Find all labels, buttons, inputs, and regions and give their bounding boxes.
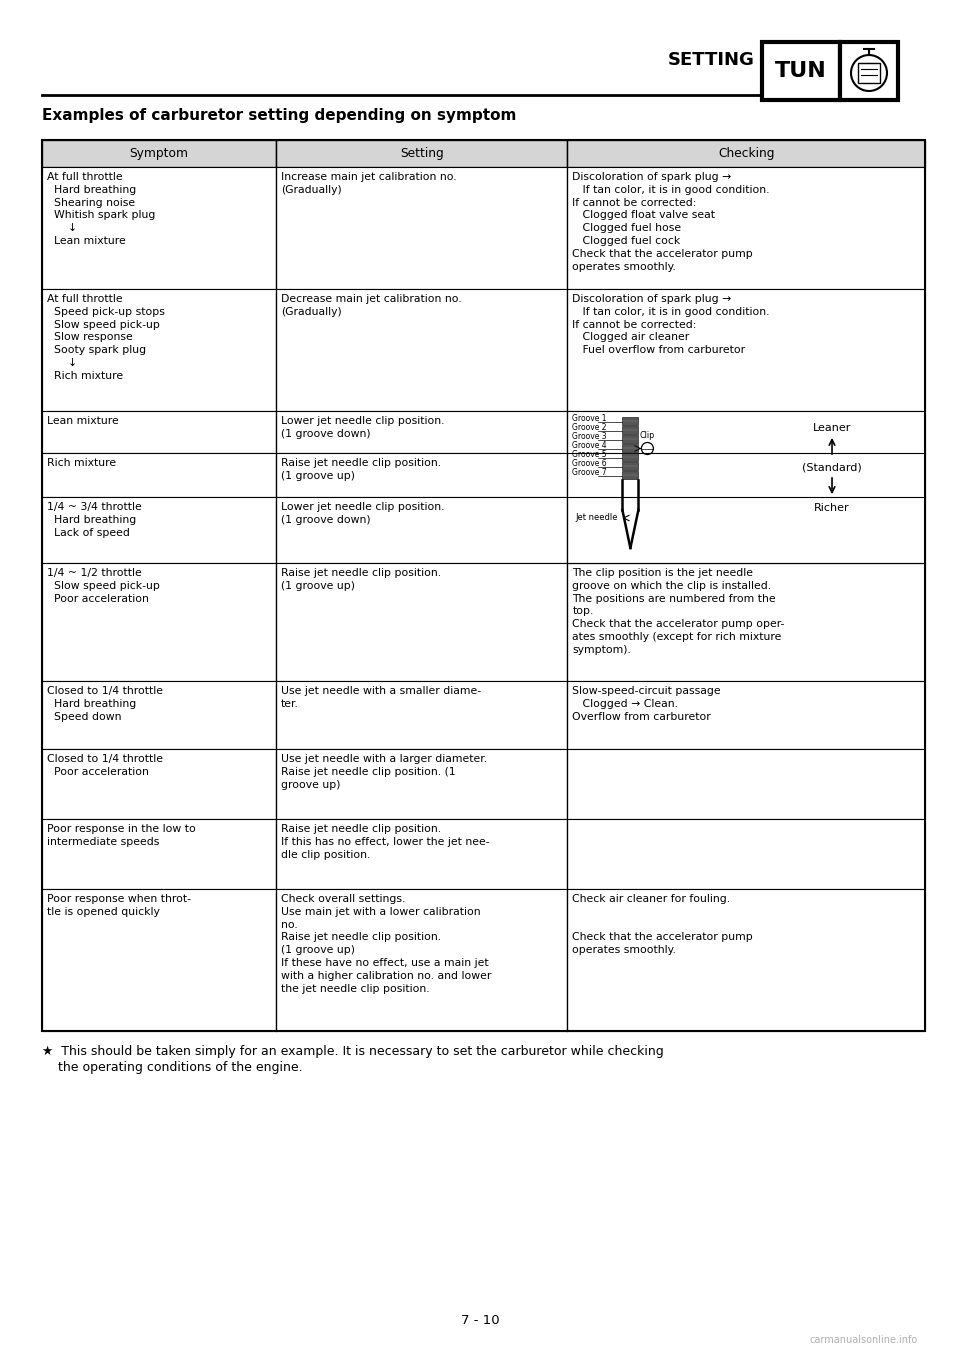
Bar xyxy=(42,167,276,289)
Text: Groove 1: Groove 1 xyxy=(572,414,607,422)
Bar xyxy=(276,167,567,289)
Bar xyxy=(276,889,567,1031)
Bar xyxy=(276,819,567,889)
Text: 7 - 10: 7 - 10 xyxy=(461,1313,499,1327)
Text: 1/4 ~ 1/2 throttle
  Slow speed pick-up
  Poor acceleration: 1/4 ~ 1/2 throttle Slow speed pick-up Po… xyxy=(47,568,160,603)
Text: Groove 5: Groove 5 xyxy=(572,449,607,459)
Bar xyxy=(567,750,925,819)
Bar xyxy=(276,454,567,497)
Text: At full throttle
  Speed pick-up stops
  Slow speed pick-up
  Slow response
  So: At full throttle Speed pick-up stops Slo… xyxy=(47,293,165,380)
Text: Lower jet needle clip position.
(1 groove down): Lower jet needle clip position. (1 groov… xyxy=(281,502,444,524)
Text: Groove 3: Groove 3 xyxy=(572,432,607,441)
Text: Raise jet needle clip position.
(1 groove up): Raise jet needle clip position. (1 groov… xyxy=(281,568,442,591)
Text: SETTING: SETTING xyxy=(668,52,755,69)
Text: ★  This should be taken simply for an example. It is necessary to set the carbur: ★ This should be taken simply for an exa… xyxy=(42,1046,663,1074)
Bar xyxy=(276,289,567,411)
Text: Lower jet needle clip position.
(1 groove down): Lower jet needle clip position. (1 groov… xyxy=(281,416,444,439)
Bar xyxy=(42,889,276,1031)
Bar xyxy=(276,140,567,167)
Bar xyxy=(567,167,925,289)
Text: Symptom: Symptom xyxy=(130,147,188,160)
Bar xyxy=(567,680,925,750)
Text: (Standard): (Standard) xyxy=(803,463,862,473)
Text: Groove 4: Groove 4 xyxy=(572,441,607,449)
Text: Jet needle: Jet needle xyxy=(575,513,618,523)
Text: Groove 2: Groove 2 xyxy=(572,422,607,432)
Bar xyxy=(42,819,276,889)
Text: Closed to 1/4 throttle
  Poor acceleration: Closed to 1/4 throttle Poor acceleration xyxy=(47,754,163,777)
Text: Check air cleaner for fouling.


Check that the accelerator pump
operates smooth: Check air cleaner for fouling. Check tha… xyxy=(572,894,754,955)
Bar xyxy=(567,819,925,889)
Bar xyxy=(762,42,840,100)
Bar xyxy=(42,140,925,1031)
Bar xyxy=(42,411,276,454)
Bar xyxy=(622,444,638,451)
Bar xyxy=(622,417,638,425)
Text: Richer: Richer xyxy=(814,502,850,513)
Bar xyxy=(622,454,638,460)
Bar xyxy=(276,750,567,819)
Text: Leaner: Leaner xyxy=(813,422,852,433)
Text: Slow-speed-circuit passage
   Clogged → Clean.
Overflow from carburetor: Slow-speed-circuit passage Clogged → Cle… xyxy=(572,686,721,721)
Text: Rich mixture: Rich mixture xyxy=(47,458,116,469)
Bar xyxy=(42,680,276,750)
Text: The clip position is the jet needle
groove on which the clip is installed.
The p: The clip position is the jet needle groo… xyxy=(572,568,784,655)
Text: Poor response when throt-
tle is opened quickly: Poor response when throt- tle is opened … xyxy=(47,894,191,917)
Bar xyxy=(42,564,276,680)
Text: Closed to 1/4 throttle
  Hard breathing
  Speed down: Closed to 1/4 throttle Hard breathing Sp… xyxy=(47,686,163,721)
Bar xyxy=(276,564,567,680)
Bar xyxy=(567,564,925,680)
Text: Discoloration of spark plug →
   If tan color, it is in good condition.
If canno: Discoloration of spark plug → If tan col… xyxy=(572,293,770,356)
Bar xyxy=(42,289,276,411)
Text: Increase main jet calibration no.
(Gradually): Increase main jet calibration no. (Gradu… xyxy=(281,172,457,194)
Text: Raise jet needle clip position.
(1 groove up): Raise jet needle clip position. (1 groov… xyxy=(281,458,442,481)
Bar xyxy=(567,411,925,564)
Text: Clip: Clip xyxy=(639,430,655,440)
Bar xyxy=(567,140,925,167)
Text: Lean mixture: Lean mixture xyxy=(47,416,119,426)
Bar xyxy=(622,462,638,470)
Text: Examples of carburetor setting depending on symptom: Examples of carburetor setting depending… xyxy=(42,109,516,124)
Bar xyxy=(42,750,276,819)
Text: Poor response in the low to
intermediate speeds: Poor response in the low to intermediate… xyxy=(47,824,196,847)
Bar xyxy=(622,471,638,478)
Text: Use jet needle with a smaller diame-
ter.: Use jet needle with a smaller diame- ter… xyxy=(281,686,481,709)
Bar xyxy=(276,411,567,454)
Text: Checking: Checking xyxy=(718,147,775,160)
Text: TUN: TUN xyxy=(775,61,827,81)
Bar xyxy=(42,454,276,497)
Bar xyxy=(42,140,276,167)
Bar xyxy=(42,497,276,564)
Text: 1/4 ~ 3/4 throttle
  Hard breathing
  Lack of speed: 1/4 ~ 3/4 throttle Hard breathing Lack o… xyxy=(47,502,142,538)
Text: Check overall settings.
Use main jet with a lower calibration
no.
Raise jet need: Check overall settings. Use main jet wit… xyxy=(281,894,492,994)
Text: carmanualsonline.info: carmanualsonline.info xyxy=(809,1335,918,1344)
Bar xyxy=(567,289,925,411)
Text: At full throttle
  Hard breathing
  Shearing noise
  Whitish spark plug
      ↓
: At full throttle Hard breathing Shearing… xyxy=(47,172,156,246)
Text: Raise jet needle clip position.
If this has no effect, lower the jet nee-
dle cl: Raise jet needle clip position. If this … xyxy=(281,824,490,860)
Bar xyxy=(858,62,880,83)
Text: Setting: Setting xyxy=(399,147,444,160)
Bar xyxy=(276,680,567,750)
Text: Discoloration of spark plug →
   If tan color, it is in good condition.
If canno: Discoloration of spark plug → If tan col… xyxy=(572,172,770,272)
Bar xyxy=(840,42,898,100)
Text: Groove 6: Groove 6 xyxy=(572,459,607,469)
Bar xyxy=(276,497,567,564)
Bar xyxy=(567,889,925,1031)
Text: Decrease main jet calibration no.
(Gradually): Decrease main jet calibration no. (Gradu… xyxy=(281,293,462,316)
Text: Use jet needle with a larger diameter.
Raise jet needle clip position. (1
groove: Use jet needle with a larger diameter. R… xyxy=(281,754,487,789)
Bar xyxy=(622,435,638,443)
Text: Groove 7: Groove 7 xyxy=(572,469,607,477)
Bar xyxy=(622,426,638,433)
